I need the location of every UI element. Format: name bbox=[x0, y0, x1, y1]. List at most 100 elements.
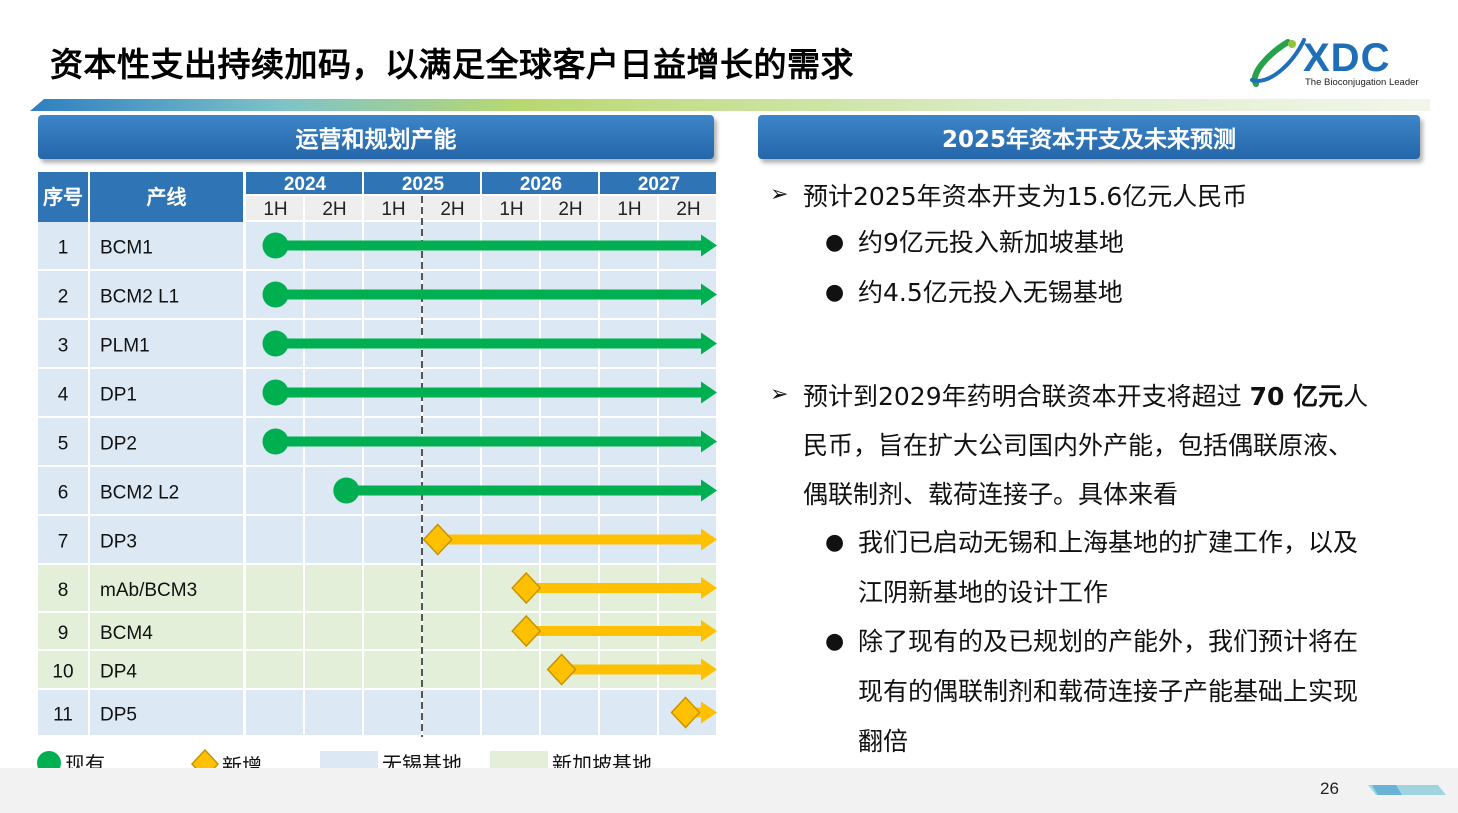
row-seq-number: 4 bbox=[58, 385, 69, 406]
sub-bullet-expansion-line1: 我们已启动无锡和上海基地的扩建工作，以及 bbox=[858, 528, 1359, 557]
timeline-bar bbox=[437, 534, 703, 545]
table-row-line-cell bbox=[90, 320, 243, 367]
half-header-label: 2H bbox=[558, 199, 582, 220]
table-row-seq-cell bbox=[38, 418, 88, 465]
timeline-bar bbox=[346, 485, 703, 496]
table-row-timeline-cell bbox=[305, 565, 362, 611]
table-row-seq-cell bbox=[38, 467, 88, 514]
table-row-seq-cell bbox=[38, 690, 88, 735]
timeline-arrow-head bbox=[701, 479, 717, 502]
table-row-seq-cell bbox=[38, 613, 88, 649]
table-row-line-cell bbox=[90, 271, 243, 318]
timeline-arrow-head bbox=[701, 381, 717, 404]
timeline-bar bbox=[526, 583, 703, 593]
table-row-timeline-cell bbox=[541, 690, 598, 735]
decorative-band bbox=[30, 99, 1430, 111]
timeline-bar bbox=[275, 289, 703, 300]
half-header-cell bbox=[659, 196, 716, 220]
new-start-marker bbox=[511, 571, 542, 605]
table-row-timeline-cell bbox=[246, 613, 303, 649]
year-header-cell bbox=[482, 172, 598, 194]
row-line-name: PLM1 bbox=[100, 336, 150, 357]
timeline-arrow-head bbox=[701, 283, 717, 306]
timeline-arrow-head bbox=[701, 701, 717, 724]
half-header-label: 1H bbox=[381, 199, 405, 220]
sub-bullet-doubling-line3: 翻倍 bbox=[858, 727, 909, 756]
dot-bullet-icon: ● bbox=[825, 230, 845, 255]
existing-start-marker bbox=[262, 379, 289, 406]
footer-stripe-icon bbox=[1368, 785, 1446, 795]
table-row-line-cell bbox=[90, 613, 243, 649]
row-seq-number: 6 bbox=[58, 483, 69, 504]
table-row-timeline-cell bbox=[305, 613, 362, 649]
row-seq-number: 5 bbox=[58, 434, 69, 455]
row-seq-number: 2 bbox=[58, 287, 69, 308]
year-header-label: 2027 bbox=[638, 174, 680, 195]
table-row-line-cell bbox=[90, 651, 243, 688]
table-row-timeline-cell bbox=[423, 690, 480, 735]
existing-start-marker bbox=[262, 281, 289, 308]
row-line-name: BCM1 bbox=[100, 238, 153, 259]
table-row-timeline-cell bbox=[364, 651, 421, 688]
table-row-seq-cell bbox=[38, 271, 88, 318]
bullet-capex-2029-line3: 偶联制剂、载荷连接子。具体来看 bbox=[803, 480, 1179, 509]
table-row-timeline-cell bbox=[305, 516, 362, 563]
timeline-arrow-head bbox=[701, 658, 717, 681]
half-header-label: 2H bbox=[440, 199, 464, 220]
row-line-name: DP3 bbox=[100, 532, 137, 553]
half-header-label: 1H bbox=[617, 199, 641, 220]
logo-tagline: The Bioconjugation Leader bbox=[1305, 77, 1419, 88]
row-line-name: BCM2 L1 bbox=[100, 287, 179, 308]
row-line-name: DP5 bbox=[100, 705, 137, 726]
new-start-marker bbox=[546, 653, 577, 686]
bullet-capex-2029-line2: 民币，旨在扩大公司国内外产能，包括偶联原液、 bbox=[803, 431, 1354, 460]
dot-bullet-icon: ● bbox=[825, 629, 845, 654]
table-row-seq-cell bbox=[38, 320, 88, 367]
half-header-cell bbox=[305, 196, 362, 220]
row-line-name: DP2 bbox=[100, 434, 137, 455]
new-start-marker bbox=[422, 523, 453, 556]
table-row-seq-cell bbox=[38, 516, 88, 563]
new-start-marker bbox=[511, 614, 542, 648]
left-panel-heading: 运营和规划产能 bbox=[38, 115, 714, 159]
half-header-cell bbox=[423, 196, 480, 220]
line-header-cell bbox=[90, 172, 243, 222]
table-row-line-cell bbox=[90, 565, 243, 611]
arrow-bullet-icon: ➢ bbox=[770, 382, 789, 407]
half-header-label: 1H bbox=[263, 199, 287, 220]
existing-start-marker bbox=[262, 232, 289, 259]
table-row-timeline-cell bbox=[305, 690, 362, 735]
sub-bullet-doubling-line1: 除了现有的及已规划的产能外，我们预计将在 bbox=[858, 627, 1359, 656]
year-header-cell bbox=[364, 172, 480, 194]
row-seq-number: 10 bbox=[52, 662, 73, 683]
row-seq-number: 1 bbox=[58, 238, 69, 259]
page-title: 资本性支出持续加码，以满足全球客户日益增长的需求 bbox=[50, 45, 854, 84]
bullet-capex-2029-line1: 预计到2029年药明合联资本开支将超过 70 亿元人 bbox=[803, 382, 1369, 411]
seq-header-label: 序号 bbox=[43, 185, 83, 209]
seq-header-cell bbox=[38, 172, 88, 222]
year-header-cell bbox=[246, 172, 362, 194]
row-seq-number: 11 bbox=[53, 705, 73, 726]
company-logo bbox=[1248, 34, 1428, 94]
right-panel-heading: 2025年资本开支及未来预测 bbox=[758, 115, 1420, 159]
table-row-line-cell bbox=[90, 369, 243, 416]
table-row-line-cell bbox=[90, 516, 243, 563]
half-header-cell bbox=[600, 196, 657, 220]
table-row-line-cell bbox=[90, 418, 243, 465]
new-start-marker bbox=[670, 696, 701, 729]
row-line-name: DP4 bbox=[100, 662, 137, 683]
timeline-arrow-head bbox=[701, 234, 717, 257]
capex-amount: 70 亿元 bbox=[1249, 382, 1344, 411]
table-row-seq-cell bbox=[38, 651, 88, 688]
table-row-timeline-cell bbox=[600, 690, 657, 735]
half-header-label: 1H bbox=[499, 199, 523, 220]
sub-bullet-singapore-text: 约9亿元投入新加坡基地 bbox=[858, 228, 1124, 257]
bullet-capex-2025-text: 预计2025年资本开支为15.6亿元人民币 bbox=[803, 182, 1248, 211]
row-seq-number: 8 bbox=[58, 580, 69, 601]
row-line-name: BCM4 bbox=[100, 623, 153, 644]
timeline-arrow-head bbox=[701, 528, 717, 551]
dot-bullet-icon: ● bbox=[825, 530, 845, 555]
existing-start-marker bbox=[262, 330, 289, 357]
half-header-cell bbox=[541, 196, 598, 220]
